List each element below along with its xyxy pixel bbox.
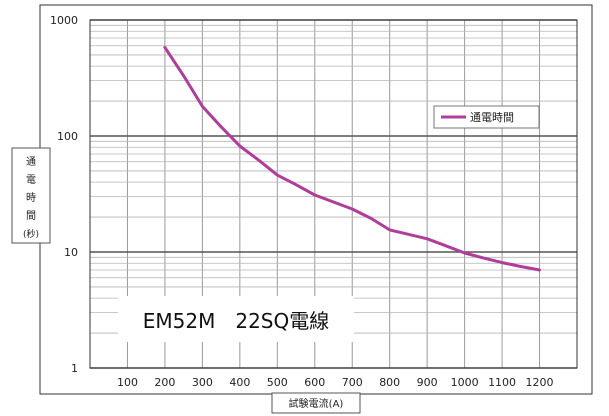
legend-box	[433, 105, 540, 129]
x-axis: 100 200 300 400 500 600 700 800 900 1000 1100 1200	[117, 376, 554, 389]
y-axis-title-text: 通電時間 (秒)	[23, 156, 39, 240]
y-tick-label: 100	[57, 130, 78, 143]
x-axis-title-box	[271, 392, 361, 414]
series-layer	[163, 45, 541, 272]
x-tick-label: 200	[154, 376, 175, 389]
y-axis: 1 10 100 1000	[50, 14, 78, 375]
annotation-box	[118, 296, 354, 342]
x-tick-label: 900	[417, 376, 438, 389]
y-tick-label: 10	[64, 246, 78, 259]
x-tick-label: 500	[267, 376, 288, 389]
x-tick-label: 400	[229, 376, 250, 389]
x-tick-label: 300	[192, 376, 213, 389]
y-axis-title-char: 間	[26, 210, 36, 222]
x-axis-title-text: 試験電流(A)	[289, 397, 344, 410]
x-tick-label: 700	[342, 376, 363, 389]
annotation-text: EM52M 22SQ電線	[143, 309, 329, 333]
x-tick-label: 1000	[451, 376, 479, 389]
y-axis-title-char: 電	[26, 174, 36, 186]
legend-label: 通電時間	[470, 111, 514, 124]
x-tick-label: 1100	[488, 376, 516, 389]
x-tick-label: 1200	[526, 376, 554, 389]
series-line	[163, 45, 541, 272]
x-tick-label: 100	[117, 376, 138, 389]
y-axis-title-char: 時	[26, 192, 36, 204]
y-axis-title-char: 通	[26, 156, 36, 168]
y-axis-title-box	[11, 147, 51, 244]
y-axis-title-unit: (秒)	[23, 228, 39, 240]
y-tick-label: 1000	[50, 14, 78, 27]
y-axis-title: 通電時間 (秒)	[11, 147, 51, 244]
plot-border	[89, 19, 578, 369]
legend: 通電時間	[433, 105, 540, 129]
annotation: EM52M 22SQ電線	[118, 296, 354, 342]
x-tick-label: 800	[379, 376, 400, 389]
y-tick-label: 1	[71, 362, 78, 375]
x-axis-title: 試験電流(A)	[271, 392, 361, 414]
x-tick-label: 600	[304, 376, 325, 389]
